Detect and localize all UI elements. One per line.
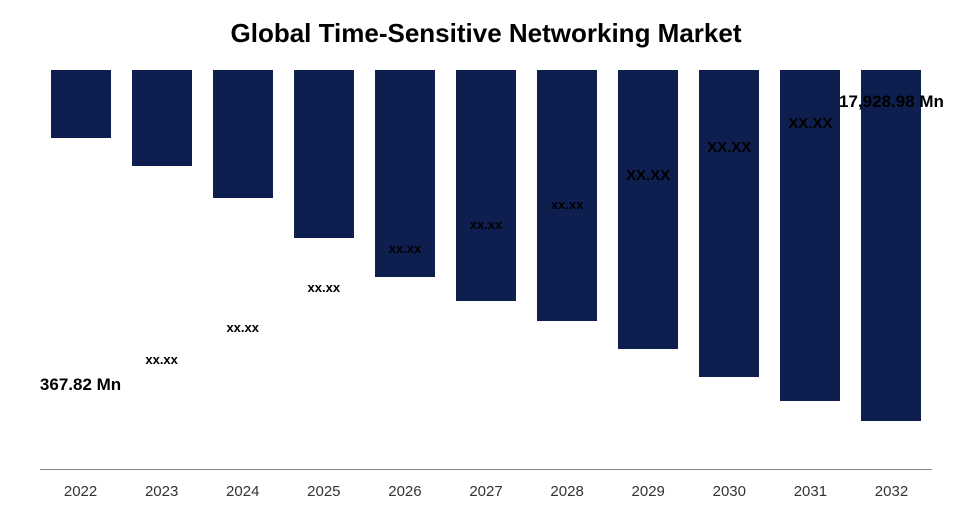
bar [51, 70, 111, 138]
x-axis-label: 2025 [283, 483, 364, 500]
bar-value-label: xx.xx [551, 197, 584, 212]
bar-value-label: XX.XX [626, 167, 670, 184]
chart-plot-area: 367.82 Mn xx.xx xx.xx xx.xx xx.xx xx.xx xx.xx X… [40, 70, 932, 470]
bar [861, 70, 921, 421]
bar-group: xx.xx [202, 70, 283, 469]
bar-group: 367.82 Mn [40, 70, 121, 469]
bar [132, 70, 192, 166]
bar [456, 70, 516, 301]
bar-group: XX.XX [608, 70, 689, 469]
bar-group: XX.XX [689, 70, 770, 469]
bar-group: xx.xx [445, 70, 526, 469]
bar-group: 17,928.98 Mn [851, 70, 932, 469]
x-axis-label: 2032 [851, 483, 932, 500]
bar [213, 70, 273, 198]
x-axis-label: 2023 [121, 483, 202, 500]
bar-group: xx.xx [527, 70, 608, 469]
bar [294, 70, 354, 238]
bar-value-label: xx.xx [389, 241, 422, 256]
chart-title: Global Time-Sensitive Networking Market [0, 0, 972, 49]
x-axis-label: 2022 [40, 483, 121, 500]
bar-value-label: XX.XX [707, 139, 751, 156]
x-axis-label: 2024 [202, 483, 283, 500]
bars-container: 367.82 Mn xx.xx xx.xx xx.xx xx.xx xx.xx xx.xx X… [40, 70, 932, 469]
bar-value-label: xx.xx [470, 217, 503, 232]
bar-value-label: 17,928.98 Mn [839, 92, 944, 112]
x-axis-label: 2026 [364, 483, 445, 500]
x-axis-label: 2029 [608, 483, 689, 500]
bar-group: XX.XX [770, 70, 851, 469]
bar-value-label: xx.xx [226, 320, 259, 335]
bar [699, 70, 759, 377]
bar [618, 70, 678, 349]
bar-group: xx.xx [364, 70, 445, 469]
x-axis-label: 2030 [689, 483, 770, 500]
bar-group: xx.xx [283, 70, 364, 469]
bar-value-label: XX.XX [788, 115, 832, 132]
bar-value-label: 367.82 Mn [40, 375, 121, 395]
bar-value-label: xx.xx [145, 352, 178, 367]
bar-value-label: xx.xx [308, 280, 341, 295]
x-axis-label: 2031 [770, 483, 851, 500]
x-axis: 2022202320242025202620272028202920302031… [40, 483, 932, 500]
x-axis-label: 2027 [445, 483, 526, 500]
x-axis-label: 2028 [527, 483, 608, 500]
bar-group: xx.xx [121, 70, 202, 469]
